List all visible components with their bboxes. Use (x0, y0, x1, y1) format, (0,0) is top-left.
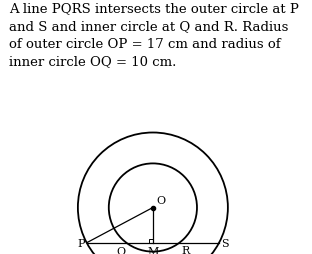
Text: M: M (147, 246, 158, 254)
Text: A line PQRS intersects the outer circle at P
and S and inner circle at Q and R. : A line PQRS intersects the outer circle … (9, 3, 299, 68)
Text: O: O (156, 195, 165, 205)
Text: P: P (77, 238, 85, 248)
Text: Q: Q (116, 246, 126, 254)
Text: S: S (221, 238, 229, 248)
Text: R: R (182, 245, 190, 254)
Bar (149, 239, 153, 243)
